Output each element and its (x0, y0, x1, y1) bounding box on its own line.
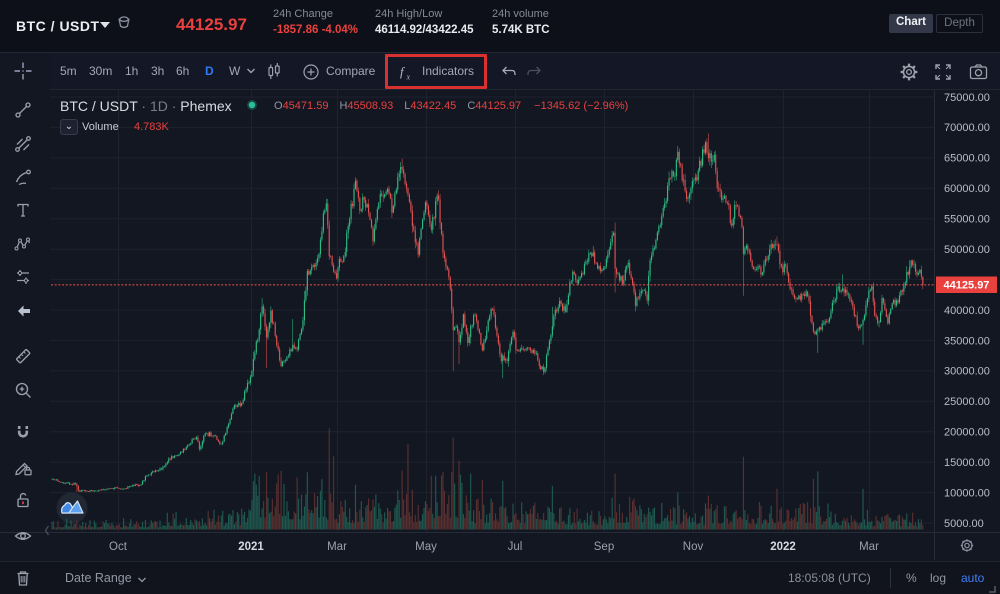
svg-text:Oct: Oct (109, 541, 128, 553)
svg-text:Sep: Sep (594, 541, 614, 553)
svg-text:50000.00: 50000.00 (944, 244, 990, 256)
svg-text:Nov: Nov (683, 541, 704, 553)
svg-text:20000.00: 20000.00 (944, 427, 990, 439)
svg-text:30000.00: 30000.00 (944, 366, 990, 378)
svg-text:10000.00: 10000.00 (944, 488, 990, 500)
svg-text:2022: 2022 (770, 541, 796, 553)
svg-text:70000.00: 70000.00 (944, 122, 990, 134)
svg-text:40000.00: 40000.00 (944, 305, 990, 317)
svg-text:75000.00: 75000.00 (944, 92, 990, 104)
svg-text:35000.00: 35000.00 (944, 335, 990, 347)
svg-text:May: May (415, 541, 437, 553)
svg-text:2021: 2021 (238, 541, 264, 553)
svg-text:f: f (400, 64, 406, 79)
svg-text:5000.00: 5000.00 (944, 518, 984, 530)
svg-text:Mar: Mar (327, 541, 347, 553)
svg-text:Mar: Mar (859, 541, 879, 553)
svg-text:Jul: Jul (508, 541, 523, 553)
svg-text:55000.00: 55000.00 (944, 214, 990, 226)
svg-text:x: x (406, 73, 411, 82)
svg-text:44125.97: 44125.97 (944, 280, 990, 292)
svg-text:25000.00: 25000.00 (944, 396, 990, 408)
svg-text:60000.00: 60000.00 (944, 183, 990, 195)
svg-text:65000.00: 65000.00 (944, 153, 990, 165)
svg-text:15000.00: 15000.00 (944, 457, 990, 469)
